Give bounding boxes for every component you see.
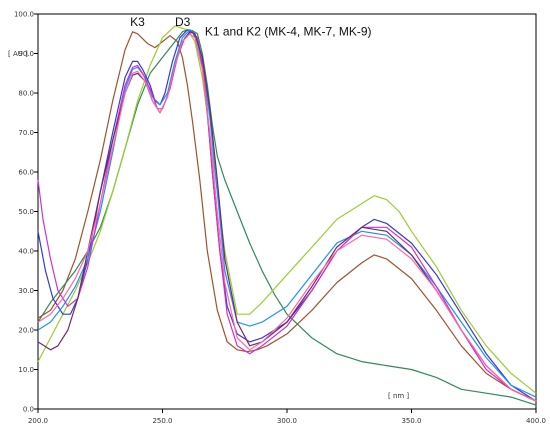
y-tick-label: 30.0 (18, 287, 34, 295)
series-line-3 (37, 25, 537, 394)
y-tick-label: 60.0 (18, 169, 34, 177)
x-tick-label: 300.0 (277, 417, 297, 425)
series-line-7 (37, 31, 537, 402)
y-tick-label: 10.0 (18, 366, 34, 374)
annotation-layer: K3 D3 K1 and K2 (MK-4, MK-7, MK-9) (130, 15, 371, 39)
series-line-1 (37, 31, 537, 402)
x-tick-label: 400.0 (526, 417, 546, 425)
y-tick-label: 100.0 (14, 11, 34, 19)
x-tick-label: 200.0 (28, 417, 48, 425)
x-tick-label: 350.0 (401, 417, 421, 425)
y-tick-label: 80.0 (18, 90, 34, 98)
series-line-8 (37, 33, 537, 402)
x-tick-label: 250.0 (152, 417, 172, 425)
series-line-5 (37, 29, 537, 398)
y-tick-label: 90.0 (18, 50, 34, 58)
annotation-label: K3 (130, 15, 145, 29)
series-line-2 (37, 29, 537, 406)
plot-frame (37, 13, 537, 410)
annotation-label: D3 (175, 15, 191, 29)
y-axis-ticks: 0.0 10.0 20.0 30.0 40.0 50.0 60.0 70.0 80.0 90.0 1… (14, 11, 38, 414)
y-unit-label: [ AU ] (8, 50, 28, 58)
y-tick-label: 70.0 (18, 129, 34, 137)
y-tick-label: 20.0 (18, 327, 34, 335)
x-unit-label: [ nm ] (388, 392, 409, 400)
y-tick-label: 50.0 (18, 208, 34, 216)
y-tick-label: 0.0 (23, 406, 34, 414)
annotation-label: K1 and K2 (MK-4, MK-7, MK-9) (205, 25, 372, 39)
series-layer (37, 25, 537, 406)
y-tick-label: 40.0 (18, 248, 34, 256)
x-axis-ticks: 200.0 250.0 300.0 350.0 400.0 (28, 409, 546, 425)
